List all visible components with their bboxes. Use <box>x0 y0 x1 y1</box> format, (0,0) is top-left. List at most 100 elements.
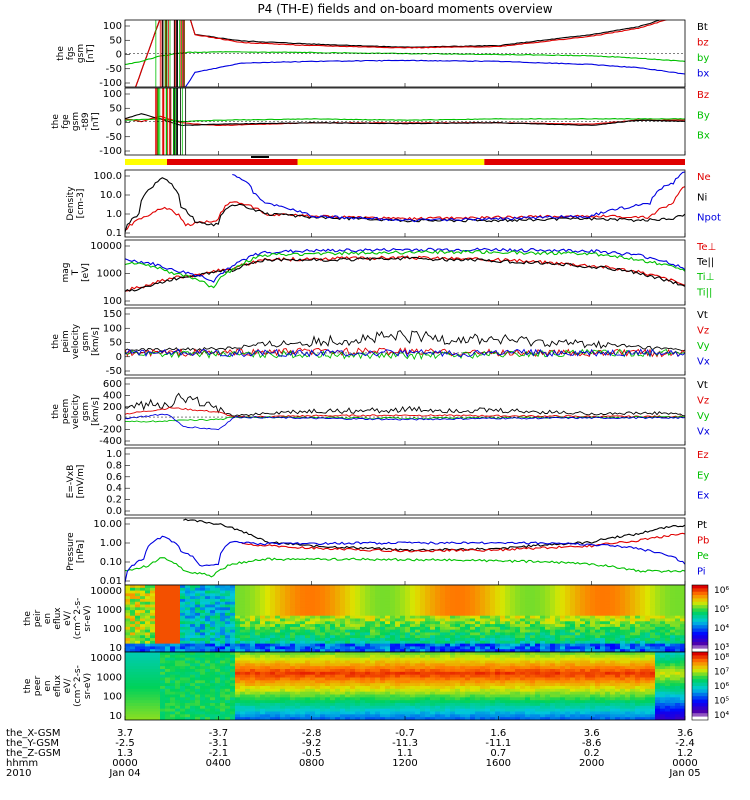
heatmap-cell <box>395 640 401 645</box>
heatmap-cell <box>305 708 311 713</box>
heatmap-cell <box>275 640 281 645</box>
heatmap-cell <box>305 646 311 650</box>
heatmap-cell <box>570 618 576 622</box>
heatmap-cell <box>375 657 381 662</box>
heatmap-cell <box>265 683 271 687</box>
heatmap-cell <box>610 612 616 617</box>
heatmap-cell <box>525 604 531 608</box>
heatmap-cell <box>215 615 221 620</box>
heatmap-cell <box>620 640 626 645</box>
heatmap-cell <box>130 674 136 679</box>
heatmap-cell <box>370 694 376 698</box>
heatmap-cell <box>365 590 371 594</box>
heatmap-cell <box>140 638 146 642</box>
heatmap-cell <box>170 703 176 707</box>
heatmap-cell <box>635 632 641 636</box>
heatmap-cell <box>260 638 266 642</box>
heatmap-cell <box>475 590 481 594</box>
legend-label: Vx <box>697 357 710 368</box>
heatmap-cell <box>205 663 211 667</box>
heatmap-cell <box>595 635 601 639</box>
series-line <box>125 177 685 233</box>
heatmap-cell <box>235 708 241 713</box>
heatmap-cell <box>530 640 536 645</box>
heatmap-cell <box>135 646 141 650</box>
heatmap-cell <box>160 649 166 652</box>
heatmap-cell <box>450 680 456 684</box>
heatmap-cell <box>300 654 306 659</box>
heatmap-cell <box>680 632 685 636</box>
heatmap-cell <box>275 683 281 687</box>
heatmap-cell <box>195 669 201 673</box>
heatmap-cell <box>365 596 371 600</box>
heatmap-cell <box>645 590 651 594</box>
heatmap-cell <box>190 705 196 710</box>
heatmap-cell <box>565 624 571 628</box>
heatmap-cell <box>560 618 566 622</box>
heatmap-cell <box>125 640 131 645</box>
heatmap-cell <box>260 677 266 681</box>
heatmap-cell <box>495 635 501 639</box>
heatmap-cell <box>505 674 511 679</box>
heatmap-cell <box>275 654 281 659</box>
heatmap-cell <box>240 610 246 614</box>
y-axis-label-line: peem <box>61 399 71 425</box>
heatmap-cell <box>360 683 366 687</box>
heatmap-cell <box>135 590 141 594</box>
heatmap-cell <box>640 593 646 597</box>
heatmap-cell <box>490 683 496 687</box>
heatmap-cell <box>150 697 156 701</box>
heatmap-cell <box>340 593 346 597</box>
heatmap-cell <box>565 649 571 652</box>
heatmap-cell <box>410 697 416 701</box>
heatmap-cell <box>655 615 661 620</box>
heatmap-cell <box>290 626 296 631</box>
heatmap-cell <box>400 629 406 634</box>
heatmap-cell <box>395 649 401 652</box>
heatmap-cell <box>655 585 661 589</box>
heatmap-cell <box>505 680 511 684</box>
heatmap-cell <box>340 607 346 611</box>
heatmap-cell <box>450 649 456 652</box>
heatmap-cell <box>295 640 301 645</box>
heatmap-cell <box>330 596 336 600</box>
heatmap-cell <box>230 686 236 690</box>
heatmap-cell <box>320 596 326 600</box>
heatmap-cell <box>445 697 451 701</box>
heatmap-cell <box>505 632 511 636</box>
heatmap-cell <box>580 640 586 645</box>
heatmap-cell <box>470 688 476 693</box>
heatmap-cell <box>310 621 316 625</box>
heatmap-cell <box>125 686 131 690</box>
heatmap-cell <box>605 593 611 597</box>
heatmap-cell <box>395 677 401 681</box>
heatmap-cell <box>305 635 311 639</box>
heatmap-cell <box>140 643 146 648</box>
heatmap-cell <box>185 686 191 690</box>
heatmap-cell <box>130 638 136 642</box>
heatmap-cell <box>390 593 396 597</box>
heatmap-cell <box>200 680 206 684</box>
heatmap-cell <box>510 593 516 597</box>
heatmap-cell <box>215 621 221 625</box>
heatmap-cell <box>200 671 206 676</box>
heatmap-cell <box>130 714 136 718</box>
heatmap-cell <box>210 587 216 592</box>
heatmap-cell <box>235 590 241 594</box>
heatmap-cell <box>155 610 161 614</box>
heatmap-cell <box>570 615 576 620</box>
heatmap-cell <box>195 624 201 628</box>
heatmap-cell <box>400 638 406 642</box>
heatmap-cell <box>325 663 331 667</box>
heatmap-cell <box>650 643 656 648</box>
heatmap-cell <box>495 703 501 707</box>
heatmap-cell <box>345 708 351 713</box>
heatmap-cell <box>505 587 511 592</box>
heatmap-cell <box>225 714 231 718</box>
heatmap-cell <box>175 638 181 642</box>
heatmap-cell <box>625 615 631 620</box>
heatmap-cell <box>580 593 586 597</box>
heatmap-cell <box>250 593 256 597</box>
heatmap-cell <box>280 604 286 608</box>
heatmap-cell <box>380 629 386 634</box>
